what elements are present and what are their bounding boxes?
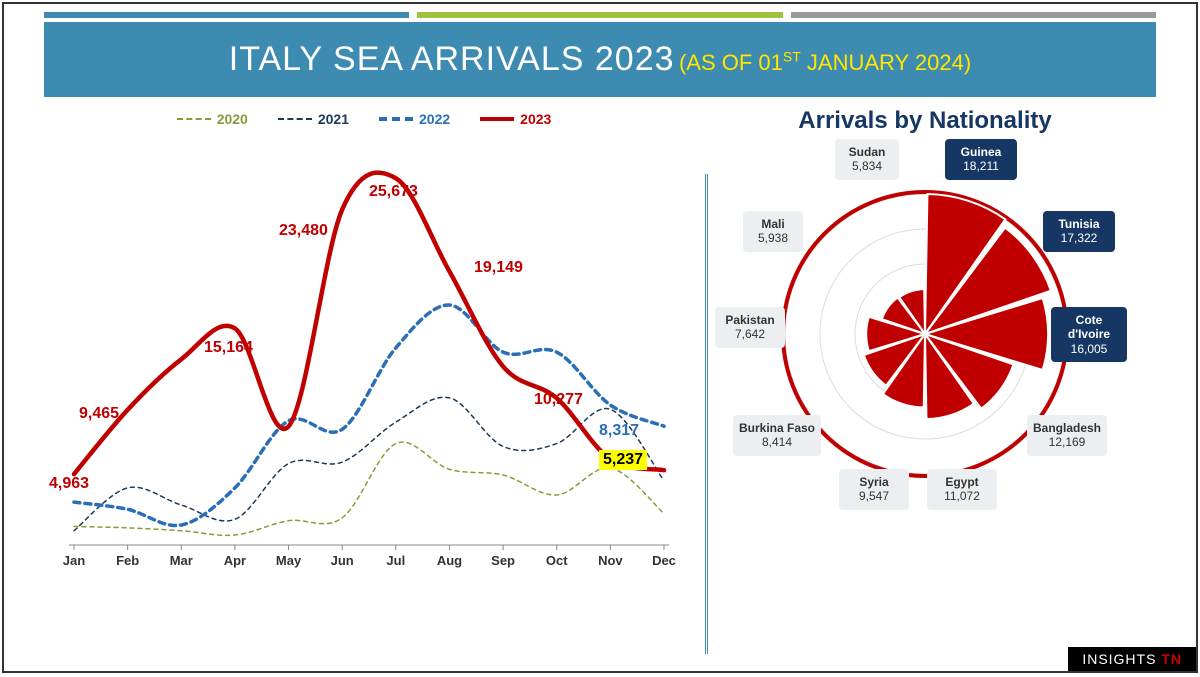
polar-chart: Arrivals by Nationality Guinea18,211 Tuni… <box>694 107 1156 580</box>
legend-item-2023: 2023 <box>480 111 551 127</box>
polar-canvas: Guinea18,211 Tunisia17,322 Cote d'Ivoire16… <box>715 139 1135 539</box>
line-chart-svg: Jan Feb Mar Apr May Jun Jul Aug Sep Oct Nov Dec <box>44 135 684 575</box>
svg-text:Sep: Sep <box>491 553 515 568</box>
nat-egypt: Egypt11,072 <box>927 469 997 510</box>
nat-pakistan: Pakistan7,642 <box>715 307 785 348</box>
nat-syria: Syria9,547 <box>839 469 909 510</box>
data-label: 15,164 <box>204 339 253 357</box>
svg-text:Jul: Jul <box>386 553 405 568</box>
data-label: 5,237 <box>599 450 647 470</box>
accent-bar-3 <box>791 12 1156 18</box>
data-label: 23,480 <box>279 222 328 240</box>
svg-text:Aug: Aug <box>437 553 462 568</box>
nat-burkinafaso: Burkina Faso8,414 <box>733 415 821 456</box>
nat-mali: Mali5,938 <box>743 211 803 252</box>
footer-brand: INSIGHTS TN <box>1068 647 1196 671</box>
accent-bar-1 <box>44 12 409 18</box>
slide-frame: ITALY SEA ARRIVALS 2023 (AS OF 01ST JANU… <box>2 2 1198 673</box>
subtitle: (AS OF 01ST JANUARY 2024) <box>679 50 971 75</box>
nat-tunisia: Tunisia17,322 <box>1043 211 1115 252</box>
svg-text:Feb: Feb <box>116 553 139 568</box>
data-label: 10,277 <box>534 391 583 409</box>
data-label: 9,465 <box>79 405 119 423</box>
title-band: ITALY SEA ARRIVALS 2023 (AS OF 01ST JANU… <box>44 22 1156 97</box>
svg-text:Apr: Apr <box>224 553 246 568</box>
top-accent-bars <box>4 4 1196 18</box>
legend-item-2021: 2021 <box>278 111 349 127</box>
svg-text:Jun: Jun <box>331 553 354 568</box>
polar-title: Arrivals by Nationality <box>694 107 1156 139</box>
data-label: 19,149 <box>474 259 523 277</box>
nat-cotedivoire: Cote d'Ivoire16,005 <box>1051 307 1127 362</box>
svg-text:Mar: Mar <box>170 553 193 568</box>
vertical-divider <box>704 174 708 654</box>
content-row: 2020 2021 2022 2023 Jan Feb Mar Apr May Jun Jul Au… <box>4 97 1196 580</box>
nat-guinea: Guinea18,211 <box>945 139 1017 180</box>
svg-text:Oct: Oct <box>546 553 568 568</box>
nat-bangladesh: Bangladesh12,169 <box>1027 415 1107 456</box>
legend-item-2020: 2020 <box>177 111 248 127</box>
data-label: 25,673 <box>369 183 418 201</box>
svg-text:Dec: Dec <box>652 553 676 568</box>
nat-sudan: Sudan5,834 <box>835 139 899 180</box>
data-label: 8,317 <box>599 422 639 440</box>
accent-bar-2 <box>417 12 782 18</box>
line-chart: 2020 2021 2022 2023 Jan Feb Mar Apr May Jun Jul Au… <box>44 107 684 580</box>
legend-item-2022: 2022 <box>379 111 450 127</box>
data-label: 4,963 <box>49 475 89 493</box>
line-legend: 2020 2021 2022 2023 <box>44 107 684 135</box>
svg-text:May: May <box>276 553 302 568</box>
svg-text:Nov: Nov <box>598 553 623 568</box>
svg-text:Jan: Jan <box>63 553 85 568</box>
main-title: ITALY SEA ARRIVALS 2023 <box>229 40 675 78</box>
